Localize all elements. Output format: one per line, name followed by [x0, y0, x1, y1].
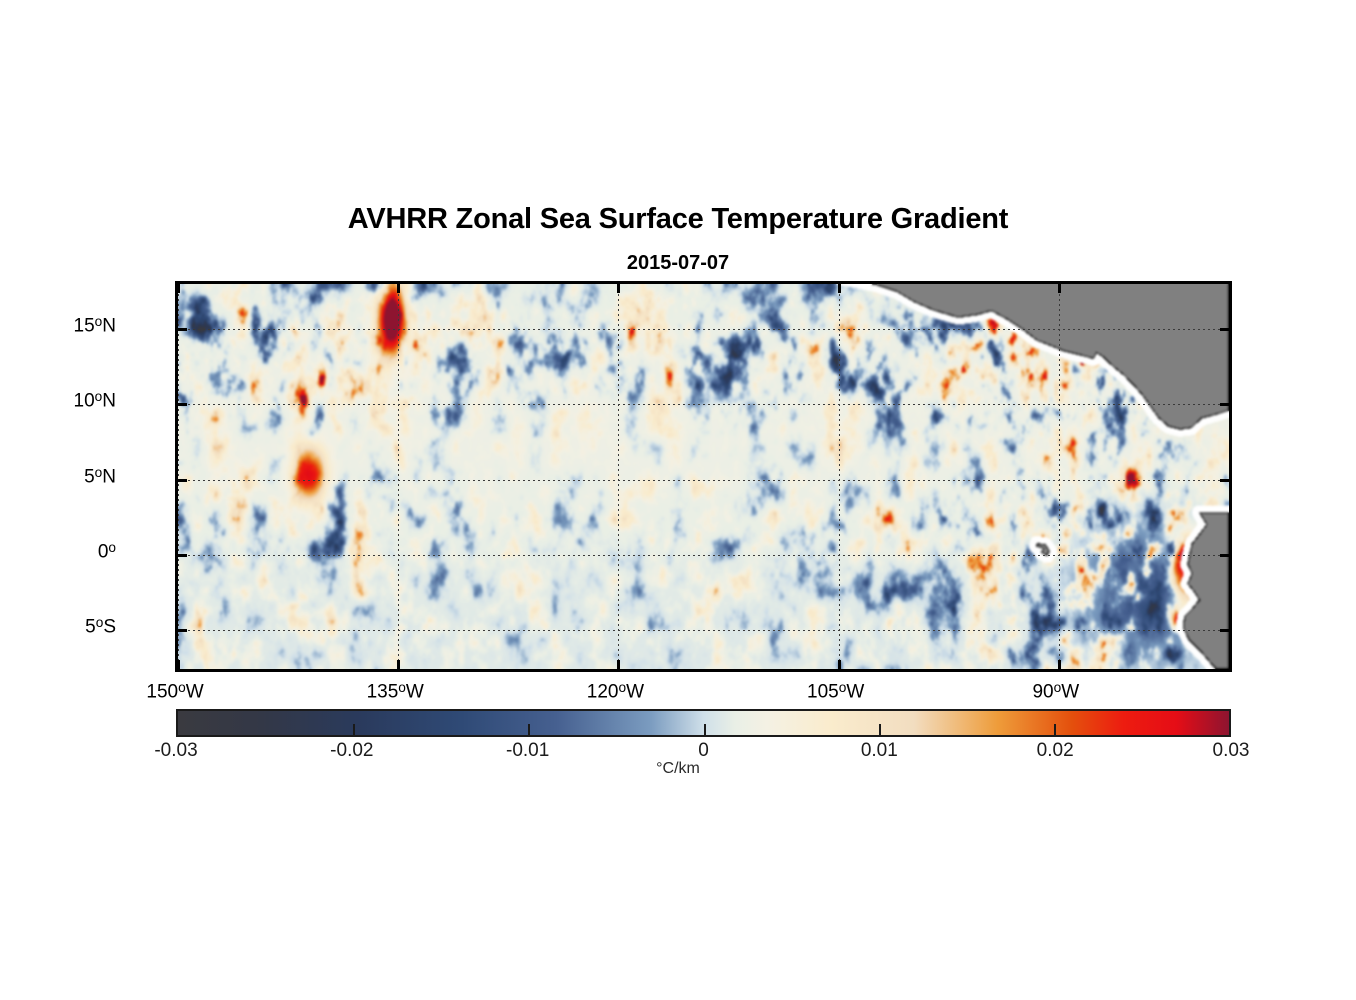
x-tick-label-0: 150oW — [146, 680, 204, 703]
tick-lat-5-r — [1220, 478, 1229, 482]
colorbar-tick-label-5: 0.02 — [1036, 740, 1074, 761]
tick-lon-120-b — [617, 660, 621, 669]
map-axes[interactable] — [175, 281, 1232, 672]
colorbar-tick-label-4: 0.01 — [860, 740, 898, 761]
page-title: AVHRR Zonal Sea Surface Temperature Grad… — [347, 203, 1009, 235]
y-tick-label-1: 10oN — [73, 389, 116, 413]
tick-lat-0-l — [178, 553, 187, 557]
tick-lon-120-t — [617, 284, 621, 293]
tick-lat-0-r — [1220, 553, 1229, 557]
x-tick-label-4: 90oW — [1032, 680, 1080, 703]
chart-subtitle-date: 2015-07-07 — [626, 252, 730, 274]
colorbar-tick-label-6: 0.03 — [1212, 740, 1250, 761]
x-tick-label-2: 120oW — [586, 680, 645, 703]
colorbar-tick-4 — [878, 724, 881, 735]
tick-lon-150-t — [178, 284, 180, 293]
colorbar-tick-label-2: -0.01 — [506, 740, 550, 761]
tick-lon-135-t — [397, 284, 401, 293]
tick-lon-90-t — [1057, 284, 1061, 293]
sst-gradient-heatmap — [178, 284, 1229, 669]
y-tick-label-2: 5oN — [84, 464, 116, 488]
tick-lat-15-r — [1220, 328, 1229, 332]
tick-lon-90-b — [1057, 660, 1061, 669]
colorbar[interactable] — [176, 709, 1231, 737]
colorbar-tick-label-1: -0.02 — [330, 740, 374, 761]
colorbar-tick-label-3: 0 — [698, 740, 709, 761]
y-tick-label-4: 5oS — [85, 614, 116, 638]
tick-lat--5-l — [178, 628, 187, 632]
y-tick-label-0: 15oN — [73, 314, 116, 337]
tick-lat-10-r — [1220, 403, 1229, 407]
tick-lat-10-l — [178, 403, 187, 407]
tick-lat-5-l — [178, 478, 187, 482]
tick-lon-150-b — [178, 660, 180, 669]
y-tick-label-3: 0o — [97, 539, 116, 563]
colorbar-tick-5 — [1053, 724, 1056, 735]
tick-lon-105-t — [837, 284, 841, 293]
colorbar-tick-label-0: -0.03 — [154, 740, 198, 761]
colorbar-tick-1 — [353, 724, 356, 735]
colorbar-unit-label: °C/km — [656, 760, 700, 777]
colorbar-tick-2 — [528, 724, 531, 735]
x-tick-label-3: 105oW — [807, 680, 865, 703]
tick-lat--5-r — [1220, 628, 1229, 632]
tick-lon-135-b — [397, 660, 401, 669]
x-tick-label-1: 135oW — [366, 680, 424, 703]
tick-lat-15-l — [178, 328, 187, 332]
colorbar-tick-3 — [703, 724, 706, 735]
tick-lon-105-b — [837, 660, 841, 669]
